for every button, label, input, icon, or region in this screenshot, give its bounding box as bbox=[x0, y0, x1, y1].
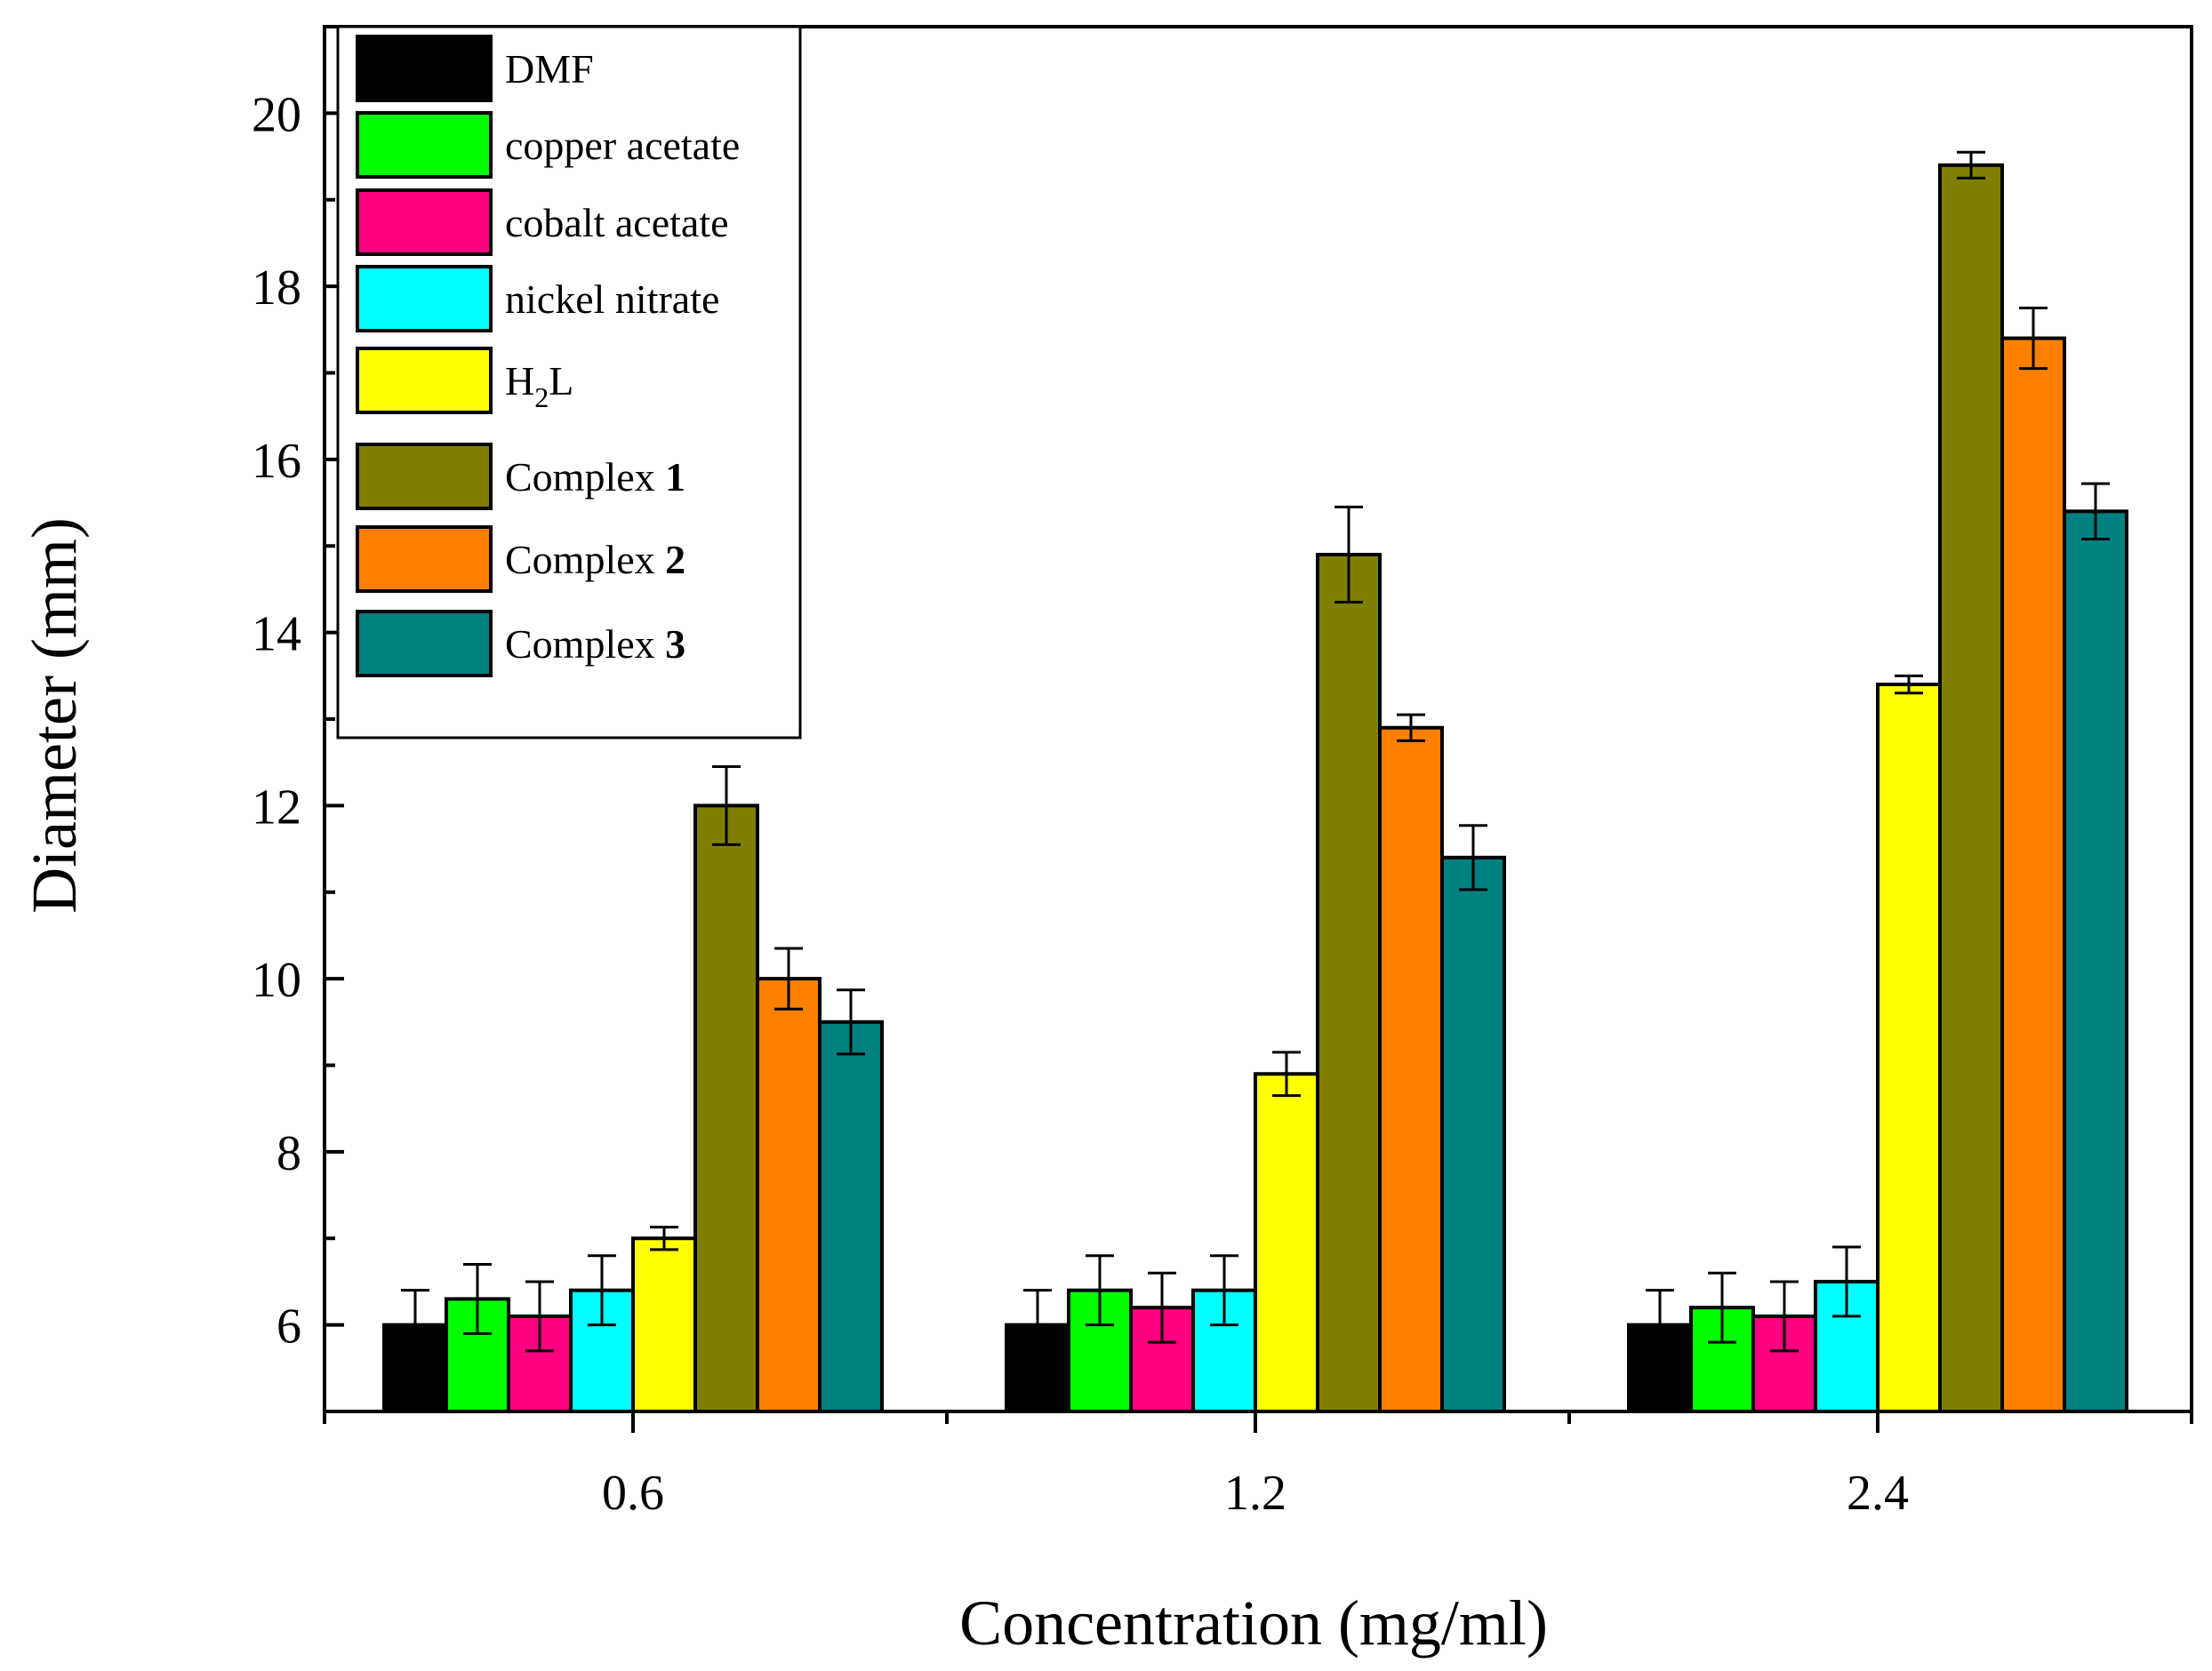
legend-swatch-complex-2 bbox=[356, 525, 493, 593]
legend-swatch-complex-3 bbox=[356, 610, 493, 677]
legend-swatch-cobalt-acetate bbox=[356, 188, 493, 256]
legend-label: DMF bbox=[505, 46, 594, 92]
legend-label-part: Complex bbox=[505, 454, 665, 500]
legend-label-part: H bbox=[505, 358, 534, 404]
legend-swatch-copper-acetate bbox=[356, 111, 493, 179]
y-tick-label: 6 bbox=[276, 1299, 301, 1355]
bar-complex-2-0.6 bbox=[756, 977, 821, 1413]
legend-label-bold: 3 bbox=[665, 621, 685, 667]
bar-nickel-nitrate-2.4 bbox=[1814, 1279, 1879, 1413]
bar-h2l-1.2 bbox=[1254, 1072, 1319, 1414]
bar-complex-1-1.2 bbox=[1316, 552, 1382, 1413]
legend-label: Complex 1 bbox=[505, 454, 685, 500]
bar-complex-3-1.2 bbox=[1440, 855, 1506, 1413]
y-tick-label: 16 bbox=[252, 434, 301, 489]
legend-label: Complex 3 bbox=[505, 621, 685, 667]
legend-label-part: L bbox=[549, 358, 573, 404]
legend-swatch-nickel-nitrate bbox=[356, 265, 493, 332]
legend: DMF copper acetate cobalt acetate nickel ni… bbox=[336, 25, 802, 740]
legend-label: copper acetate bbox=[505, 123, 740, 168]
bar-complex-3-2.4 bbox=[2063, 509, 2128, 1413]
x-tick-label: 2.4 bbox=[1847, 1466, 1909, 1521]
x-axis: 0.6 1.2 2.4 bbox=[323, 1411, 2193, 1521]
y-tick-label: 10 bbox=[252, 953, 301, 1008]
bar-copper-acetate-1.2 bbox=[1067, 1288, 1133, 1414]
bar-nickel-nitrate-0.6 bbox=[569, 1288, 635, 1414]
bar-complex-1-2.4 bbox=[1938, 163, 2004, 1413]
y-tick-label: 14 bbox=[252, 607, 301, 662]
legend-label: nickel nitrate bbox=[505, 276, 719, 322]
legend-label-subscript: 2 bbox=[534, 381, 549, 413]
x-tick-label: 0.6 bbox=[602, 1466, 664, 1521]
y-tick-label: 18 bbox=[252, 260, 301, 316]
bar-complex-3-0.6 bbox=[818, 1019, 884, 1413]
legend-swatch-dmf bbox=[356, 35, 493, 102]
bar-complex-2-1.2 bbox=[1378, 725, 1444, 1413]
legend-swatch-h2l bbox=[356, 347, 493, 414]
legend-label-part: Complex bbox=[505, 621, 665, 667]
y-tick-label: 20 bbox=[252, 87, 301, 142]
bar-h2l-0.6 bbox=[631, 1236, 697, 1413]
bar-h2l-2.4 bbox=[1876, 683, 1942, 1413]
y-tick-label: 8 bbox=[276, 1126, 301, 1181]
legend-label-bold: 1 bbox=[665, 454, 685, 500]
legend-swatch-complex-1 bbox=[356, 443, 493, 510]
y-axis: 6 8 10 12 14 16 18 20 bbox=[252, 87, 344, 1355]
legend-label-part: Complex bbox=[505, 537, 665, 582]
x-axis-title: Concentration (mg/ml) bbox=[959, 1587, 1548, 1659]
legend-label: Complex 2 bbox=[505, 537, 685, 582]
x-tick-label: 1.2 bbox=[1224, 1466, 1286, 1521]
legend-label-bold: 2 bbox=[665, 537, 685, 582]
y-tick-label: 12 bbox=[252, 780, 301, 835]
legend-label: cobalt acetate bbox=[505, 200, 729, 245]
errorbars-layer bbox=[401, 150, 2110, 1362]
bar-complex-2-2.4 bbox=[2000, 336, 2066, 1413]
bar-complex-1-0.6 bbox=[693, 804, 759, 1413]
y-axis-title: Diameter (mm) bbox=[19, 517, 90, 914]
legend-label: H2L bbox=[505, 358, 573, 413]
